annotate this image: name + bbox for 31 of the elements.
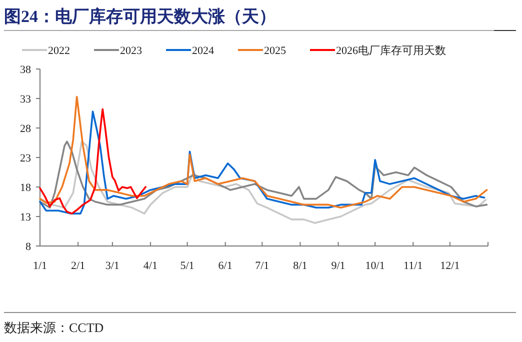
line-series [39,110,486,214]
y-tick-label: 33 [20,94,32,106]
line-series [39,96,488,209]
x-tick-label: 8/1 [293,260,308,272]
y-tick-label: 18 [20,182,32,194]
x-tick-label: 10/1 [365,260,385,272]
legend-label: 2024 [192,45,214,57]
x-tick-label: 4/1 [143,260,158,272]
x-tick-label: 5/1 [180,260,194,272]
y-tick-label: 13 [20,212,32,224]
x-tick-label: 3/1 [105,260,120,272]
legend-label: 2022 [48,45,70,57]
line-series [39,140,488,209]
legend-label: 2023 [120,45,142,57]
x-tick-label: 2/1 [71,260,86,272]
x-tick-label: 1/1 [32,260,48,272]
y-tick-label: 28 [20,123,32,135]
x-tick-label: 9/1 [331,260,346,272]
line-series [39,108,146,214]
y-tick-label: 23 [20,152,32,164]
legend-label: 2026电厂库存可用天数 [336,44,446,57]
y-tick-label: 8 [26,241,32,253]
x-tick-label: 6/1 [218,260,232,272]
source-note: 数据来源：CCTD [4,320,104,335]
chart-title: 图24：电厂库存可用天数大涨（天） [4,7,276,26]
x-tick-label: 12/1 [440,260,460,272]
legend-label: 2025 [264,45,286,57]
line-series [39,140,486,224]
x-tick-label: 11/1 [404,260,423,272]
x-tick-label: 7/1 [255,260,270,272]
y-tick-label: 38 [20,64,32,76]
